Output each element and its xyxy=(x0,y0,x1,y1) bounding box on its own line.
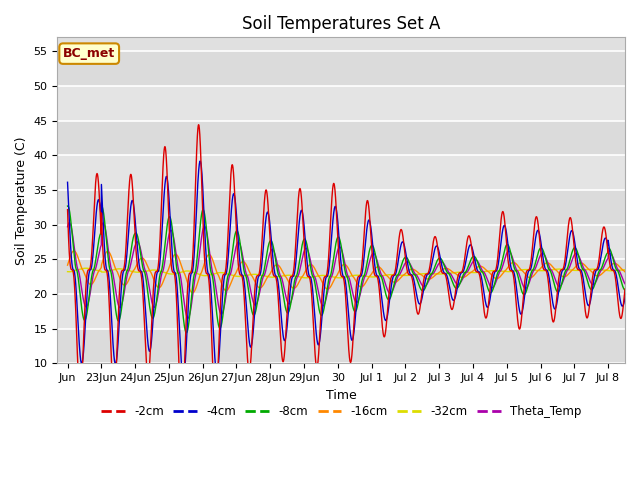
Title: Soil Temperatures Set A: Soil Temperatures Set A xyxy=(242,15,440,33)
Bar xyxy=(58,294,625,329)
Bar xyxy=(58,329,625,363)
Bar xyxy=(58,86,625,120)
Bar xyxy=(58,190,625,225)
Bar xyxy=(58,51,625,86)
Bar xyxy=(58,155,625,190)
Y-axis label: Soil Temperature (C): Soil Temperature (C) xyxy=(15,136,28,264)
Bar xyxy=(58,225,625,259)
Text: BC_met: BC_met xyxy=(63,47,115,60)
Legend: -2cm, -4cm, -8cm, -16cm, -32cm, Theta_Temp: -2cm, -4cm, -8cm, -16cm, -32cm, Theta_Te… xyxy=(96,400,586,423)
Bar xyxy=(58,259,625,294)
Bar xyxy=(58,120,625,155)
X-axis label: Time: Time xyxy=(326,389,356,402)
